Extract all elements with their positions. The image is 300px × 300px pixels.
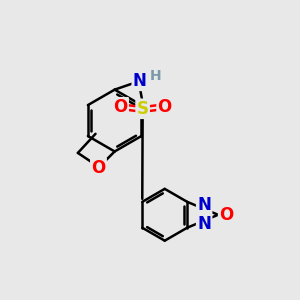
Text: N: N bbox=[197, 215, 211, 233]
Text: N: N bbox=[197, 196, 211, 214]
Text: O: O bbox=[158, 98, 172, 116]
Text: S: S bbox=[136, 100, 148, 118]
Text: N: N bbox=[133, 72, 147, 90]
Text: O: O bbox=[91, 159, 106, 177]
Text: O: O bbox=[113, 98, 128, 116]
Text: O: O bbox=[219, 206, 233, 224]
Text: H: H bbox=[150, 69, 162, 83]
